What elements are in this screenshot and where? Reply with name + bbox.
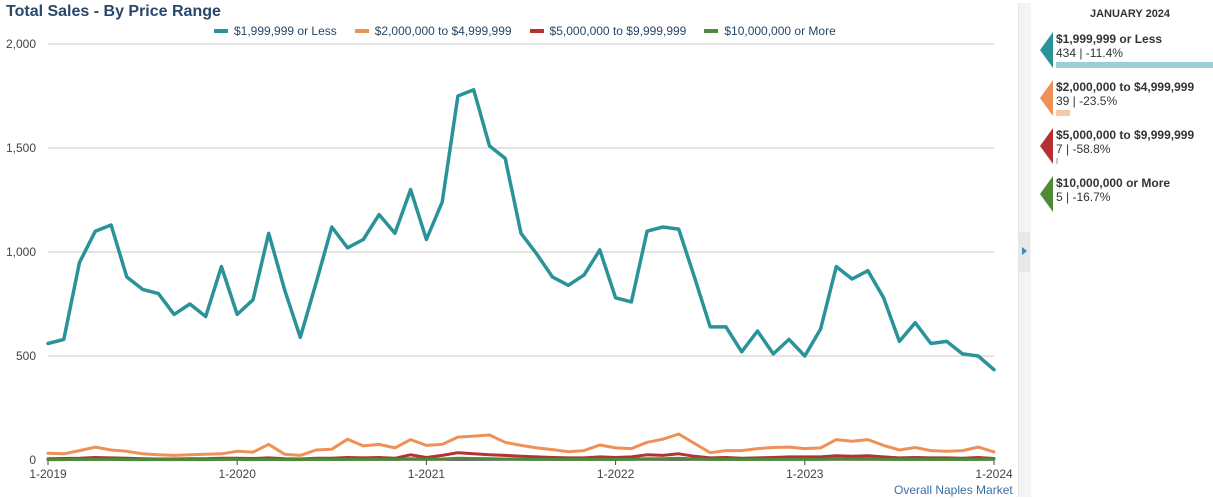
grid-lines xyxy=(48,43,994,461)
series-line-0 xyxy=(46,88,996,372)
x-tick-label: 1-2020 xyxy=(219,467,257,481)
x-tick-label: 1-2021 xyxy=(408,467,446,481)
x-tick-label: 1-2023 xyxy=(786,467,824,481)
overall-market-link[interactable]: Overall Naples Market xyxy=(894,483,1013,497)
panel-month-heading: JANUARY 2024 xyxy=(1089,8,1171,20)
x-tick-label: 1-2019 xyxy=(29,467,67,481)
series-marker-icon xyxy=(1040,176,1053,212)
legend-swatch xyxy=(529,29,544,33)
panel-item-name: $5,000,000 to $9,999,999 xyxy=(1056,128,1195,142)
series-marker-icon xyxy=(1040,32,1053,68)
y-tick-label: 1,000 xyxy=(6,245,36,259)
panel-item-stats: 7 | -58.8% xyxy=(1056,142,1111,156)
panel-item-bar xyxy=(1056,62,1213,68)
panel-item-name: $10,000,000 or More xyxy=(1056,176,1171,190)
series-line-1 xyxy=(46,432,996,457)
x-tick-label: 1-2022 xyxy=(597,467,635,481)
panel-item-stats: 434 | -11.4% xyxy=(1056,46,1123,60)
chart-legend: $1,999,999 or Less $2,000,000 to $4,999,… xyxy=(214,24,836,38)
legend-item-under-2m[interactable]: $1,999,999 or Less xyxy=(214,24,337,38)
panel-item-stats: 5 | -16.7% xyxy=(1056,190,1111,204)
side-panel xyxy=(1032,0,1213,498)
legend-label: $2,000,000 to $4,999,999 xyxy=(374,24,512,38)
legend-label: $10,000,000 or More xyxy=(724,24,836,38)
legend-label: $1,999,999 or Less xyxy=(234,24,337,38)
chart-title: Total Sales - By Price Range xyxy=(6,3,221,20)
panel-toggle-button[interactable] xyxy=(1019,232,1030,272)
series-marker-icon xyxy=(1040,128,1053,164)
y-tick-label: 500 xyxy=(16,349,36,363)
x-tick-label: 1-2024 xyxy=(975,467,1013,481)
y-tick-label: 0 xyxy=(29,453,36,467)
panel-item-name: $2,000,000 to $4,999,999 xyxy=(1056,80,1195,94)
y-tick-label: 1,500 xyxy=(6,141,36,155)
legend-swatch xyxy=(214,29,228,33)
y-axis-ticks: 0 500 1,000 1,500 2,000 xyxy=(6,37,36,467)
series-lines xyxy=(46,88,996,462)
legend-label: $5,000,000 to $9,999,999 xyxy=(549,24,687,38)
panel-item-name: $1,999,999 or Less xyxy=(1056,32,1163,46)
x-axis-ticks: 1-2019 1-2020 1-2021 1-2022 1-2023 1-2024 xyxy=(29,460,1013,481)
panel-item-bar xyxy=(1056,158,1058,164)
legend-swatch xyxy=(354,29,369,33)
legend-swatch xyxy=(704,29,719,33)
panel-item-bar xyxy=(1056,110,1071,116)
series-line-3 xyxy=(46,456,996,462)
series-marker-icon xyxy=(1040,80,1053,116)
panel-item-stats: 39 | -23.5% xyxy=(1056,94,1118,108)
legend-item-2m-5m[interactable]: $2,000,000 to $4,999,999 xyxy=(354,24,512,38)
legend-item-5m-10m[interactable]: $5,000,000 to $9,999,999 xyxy=(529,24,687,38)
chevron-right-icon xyxy=(1022,247,1027,255)
legend-item-over-10m[interactable]: $10,000,000 or More xyxy=(704,24,836,38)
y-tick-label: 2,000 xyxy=(6,37,36,51)
